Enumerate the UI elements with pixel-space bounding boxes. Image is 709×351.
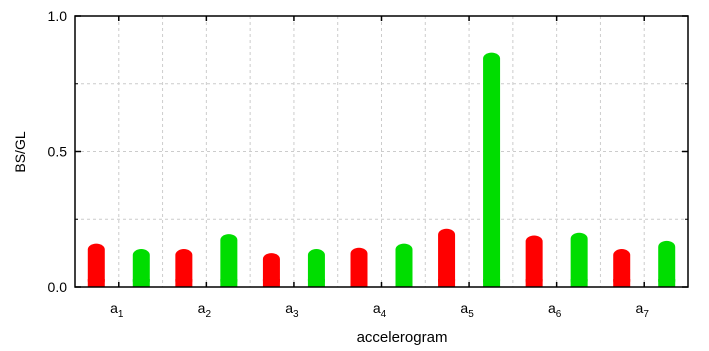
bar-base-series-1-1	[88, 279, 105, 287]
bar-base-series-1-3	[263, 279, 280, 287]
bar-base-series-2-6	[571, 279, 588, 287]
bar-base-series-2-1	[133, 279, 150, 287]
bar-base-series-1-5	[438, 279, 455, 287]
bar-base-series-2-5	[483, 279, 500, 287]
x-tick-label-1: a1	[110, 300, 124, 320]
x-tick-label-3: a3	[285, 300, 299, 320]
bar-base-series-1-4	[351, 279, 368, 287]
grid-lines	[75, 16, 688, 287]
x-tick-label-2: a2	[198, 300, 212, 320]
bar-base-series-2-3	[308, 279, 325, 287]
y-tick-label: 0.0	[48, 279, 68, 295]
bar-series-2-5	[483, 53, 500, 287]
y-tick-label: 1.0	[48, 8, 68, 24]
bar-base-series-1-6	[526, 279, 543, 287]
x-tick-label-6: a6	[548, 300, 562, 320]
y-tick-label: 0.5	[48, 144, 68, 160]
bar-base-series-2-2	[220, 279, 237, 287]
bar-base-series-1-2	[175, 279, 192, 287]
bar-series-2-6	[571, 233, 588, 287]
bar-series-1-5	[438, 229, 455, 287]
x-tick-label-7: a7	[636, 300, 650, 320]
x-tick-label-5: a5	[460, 300, 474, 320]
x-tick-label-4: a4	[373, 300, 387, 320]
y-axis-label: BS/GL	[12, 131, 28, 172]
bar-base-series-2-4	[396, 279, 413, 287]
bar-base-series-1-7	[613, 279, 630, 287]
bar-base-series-2-7	[658, 279, 675, 287]
x-axis-label: accelerogram	[357, 329, 448, 346]
